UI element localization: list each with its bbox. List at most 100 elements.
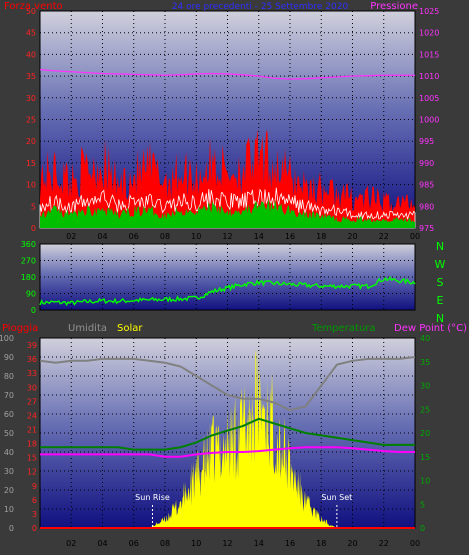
x-tick-label: 20 [347, 232, 357, 241]
y-left-tick-label: 30 [26, 94, 36, 103]
x-tick-label: 10 [191, 539, 201, 548]
legend-2: Solar [117, 323, 143, 334]
x-tick-label: 00 [410, 232, 420, 241]
y-left-tick-label: 15 [26, 159, 36, 168]
chart-title: 24 ore precedenti - 25 Settembre 2020 [172, 2, 349, 12]
rain-tick-label: 27 [27, 397, 37, 406]
temperature-tick-label: 0 [420, 524, 425, 533]
rain-tick-label: 12 [27, 468, 37, 477]
wind-average-line [39, 187, 416, 229]
y-left-tick-label: 50 [26, 7, 36, 16]
humidity-tick-label: 90 [4, 353, 14, 362]
humidity-tick-label: 0 [9, 524, 14, 533]
y-left-title: Forza vento [4, 1, 63, 12]
x-tick-label: 16 [285, 539, 295, 548]
temperature-tick-label: 20 [420, 429, 430, 438]
direction-tick-label: 90 [26, 290, 36, 299]
temperature-tick-label: 10 [420, 477, 430, 486]
rain-tick-label: 15 [27, 454, 37, 463]
temperature-tick-label: 30 [420, 382, 430, 391]
y-right-tick-label: 1000 [419, 116, 439, 125]
temperature-tick-label: 40 [420, 334, 430, 343]
legend-3: Temperatura [311, 323, 376, 334]
humidity-tick-label: 50 [4, 429, 14, 438]
x-tick-label: 22 [379, 232, 389, 241]
temperature-tick-label: 35 [420, 358, 430, 367]
x-tick-label: 12 [222, 232, 232, 241]
x-tick-label: 10 [191, 232, 201, 241]
humidity-tick-label: 40 [4, 448, 14, 457]
y-left-tick-label: 25 [26, 116, 36, 125]
x-tick-label: 14 [254, 539, 264, 548]
humidity-tick-label: 20 [4, 486, 14, 495]
x-tick-label: 02 [66, 539, 76, 548]
rain-tick-label: 36 [27, 355, 37, 364]
temperature-tick-label: 15 [420, 453, 430, 462]
x-tick-label: 14 [254, 232, 264, 241]
y-right-tick-label: 980 [419, 202, 434, 211]
y-left-tick-label: 5 [31, 202, 36, 211]
rain-tick-label: 24 [27, 411, 37, 420]
y-right-tick-label: 1015 [419, 50, 439, 59]
x-tick-label: 08 [160, 232, 170, 241]
y-left-tick-label: 35 [26, 72, 36, 81]
dew-point-line [40, 446, 415, 458]
x-tick-label: 12 [222, 539, 232, 548]
humidity-tick-label: 30 [4, 467, 14, 476]
y-right-tick-label: 1010 [419, 72, 439, 81]
direction-tick-label: 360 [21, 240, 36, 249]
x-tick-label: 02 [66, 232, 76, 241]
solar-area [149, 348, 337, 528]
x-tick-label: 08 [160, 539, 170, 548]
y-left-tick-label: 45 [26, 29, 36, 38]
temperature-tick-label: 25 [420, 405, 430, 414]
compass-label: E [437, 294, 444, 307]
x-tick-label: 00 [410, 539, 420, 548]
rain-tick-label: 3 [32, 510, 37, 519]
humidity-tick-label: 10 [4, 505, 14, 514]
rain-tick-label: 0 [32, 524, 37, 533]
humidity-tick-label: 100 [0, 334, 14, 343]
legend-0: Pioggia [2, 323, 38, 334]
rain-tick-label: 30 [27, 383, 37, 392]
rain-tick-label: 9 [32, 482, 37, 491]
pressure-line [39, 68, 415, 80]
wind-gust-area [40, 129, 415, 228]
y-right-tick-label: 995 [419, 137, 434, 146]
temperature-line [40, 417, 415, 451]
y-right-tick-label: 1005 [419, 94, 439, 103]
y-right-tick-label: 1025 [419, 7, 439, 16]
compass-label: N [436, 240, 444, 253]
sun-set-label: Sun Set [321, 493, 352, 502]
y-right-tick-label: 985 [419, 181, 434, 190]
x-tick-label: 22 [379, 539, 389, 548]
humidity-tick-label: 70 [4, 391, 14, 400]
rain-tick-label: 6 [32, 496, 37, 505]
x-tick-label: 06 [129, 232, 139, 241]
y-left-tick-label: 20 [26, 137, 36, 146]
sun-rise-label: Sun Rise [135, 493, 170, 502]
y-right-tick-label: 990 [419, 159, 434, 168]
wind-speed-area [40, 198, 415, 228]
rain-tick-label: 39 [27, 341, 37, 350]
x-tick-label: 18 [316, 232, 326, 241]
humidity-tick-label: 80 [4, 372, 14, 381]
rain-tick-label: 21 [27, 425, 37, 434]
x-tick-label: 18 [316, 539, 326, 548]
x-tick-label: 06 [129, 539, 139, 548]
y-right-title: Pressione [370, 1, 418, 12]
humidity-tick-label: 60 [4, 410, 14, 419]
legend-1: Umidita [68, 323, 107, 334]
y-left-tick-label: 40 [26, 50, 36, 59]
humidity-line [39, 356, 416, 412]
x-tick-label: 16 [285, 232, 295, 241]
temperature-tick-label: 5 [420, 500, 425, 509]
direction-tick-label: 270 [21, 257, 36, 266]
compass-label: N [436, 312, 444, 325]
legend-4: Dew Point (°C) [394, 323, 467, 334]
direction-tick-label: 0 [31, 306, 36, 315]
x-tick-label: 04 [97, 539, 107, 548]
direction-tick-label: 180 [21, 273, 36, 282]
y-right-tick-label: 1020 [419, 29, 439, 38]
